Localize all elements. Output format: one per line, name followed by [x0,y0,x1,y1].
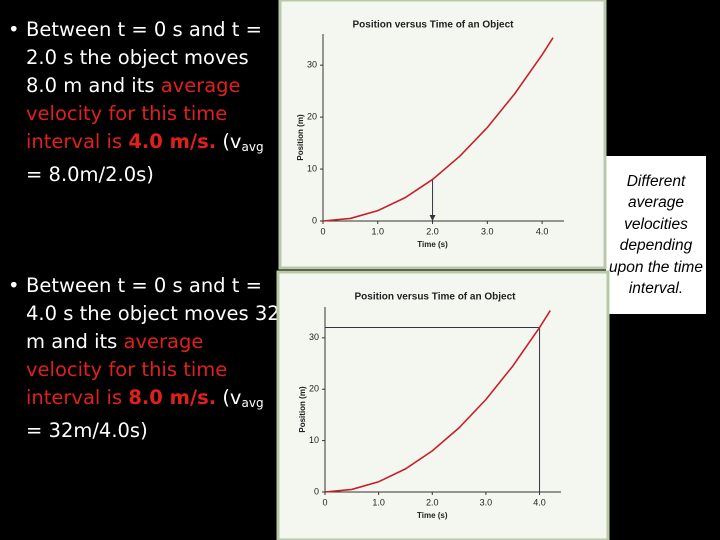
bullet-text: avg [241,396,264,410]
bullet-text: average velocity for this time interval … [26,74,241,153]
x-axis-label: Time (s) [417,511,448,520]
bullet-text: avg [241,140,264,154]
line [324,310,551,493]
line [322,37,554,222]
y-tick-label: 20 [309,384,319,394]
x-tick-label: 3.0 [480,497,493,507]
bullet-text: (v [216,130,242,153]
y-tick-label: 0 [314,486,319,496]
chart-title: Position versus Time of an Object [355,292,517,303]
x-tick-label: 1.0 [372,226,385,236]
bullet-text: = 8.0m/2.0s) [26,163,154,186]
bullet-text: Between t = 0 s and t = 2.0 s the object… [26,18,262,97]
y-axis-label: Position (m) [296,114,305,161]
y-tick-label: 30 [309,332,319,342]
x-tick-label: 4.0 [533,497,546,507]
y-tick-label: 10 [309,435,319,445]
bullet: • Between t = 0 s and t = 2.0 s the objec… [8,18,264,186]
y-tick-label: 20 [307,111,317,121]
callout: Different average velocities depending u… [606,156,706,314]
x-tick-label: 0 [320,226,325,236]
bullet-text: (v [216,386,242,409]
y-tick-label: 0 [312,215,317,225]
x-tick-label: 0 [322,497,327,507]
y-tick-label: 30 [307,60,317,70]
chart-title: Position versus Time of an Object [353,20,515,31]
y-tick-label: 10 [307,163,317,173]
bullet-text: Between t = 0 s and t = 4.0 s the object… [26,274,280,353]
chart-background [276,270,610,540]
x-tick-label: 1.0 [372,497,385,507]
bullet-text: average velocity for this time interval … [26,330,228,409]
x-axis-label: Time (s) [417,240,448,249]
marker-arrow [429,215,436,221]
bullet-text: 8.0 m/s. [128,386,217,409]
y-axis-label: Position (m) [298,386,307,433]
bullet-text: = 32m/4.0s) [26,419,148,442]
x-tick-label: 3.0 [481,226,494,236]
chart-background [278,0,607,270]
x-tick-label: 2.0 [426,226,439,236]
bullet-text: 4.0 m/s. [128,130,217,153]
x-tick-label: 4.0 [536,226,549,236]
x-tick-label: 2.0 [426,497,439,507]
callout-text: Different average velocities depending u… [609,172,703,298]
bullet: • Between t = 0 s and t = 4.0 s the objec… [8,274,280,442]
